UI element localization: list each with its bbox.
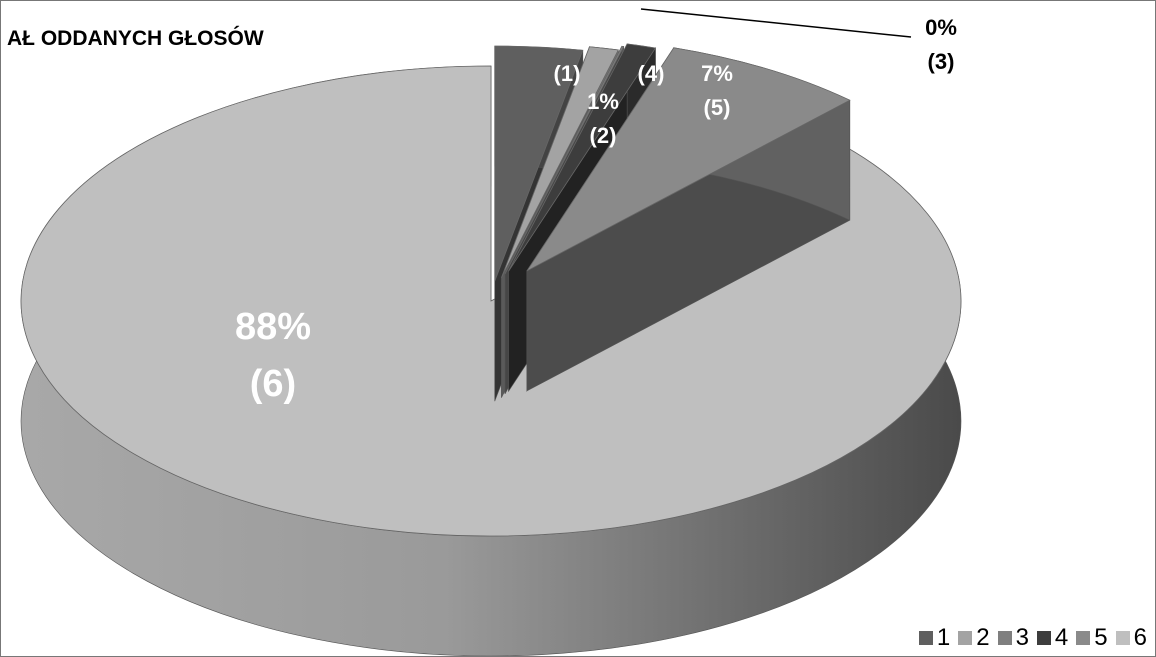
data-label-6-percent: 88% — [235, 306, 311, 348]
pie-slice-5 — [526, 46, 851, 392]
data-label-4-percent: 1% — [637, 25, 669, 50]
legend-item-3: 3 — [997, 624, 1029, 652]
legend-label-6: 6 — [1133, 624, 1147, 651]
chart-title: AŁ ODDANYCH GŁOSÓW — [7, 27, 264, 50]
leader-line-3 — [640, 8, 912, 38]
legend-label-4: 4 — [1054, 624, 1069, 651]
legend-swatch-5 — [1076, 631, 1091, 645]
legend-item-4: 4 — [1036, 624, 1069, 652]
legend-item-6: 6 — [1115, 624, 1147, 652]
data-label-2-category: (2) — [590, 123, 617, 148]
legend-swatch-3 — [997, 631, 1012, 645]
data-label-3-percent: 0% — [925, 15, 957, 40]
legend-item-2: 2 — [958, 624, 990, 652]
data-label-3-category: (3) — [928, 49, 955, 74]
data-label-5-percent: 7% — [701, 61, 733, 86]
legend-swatch-6 — [1115, 631, 1130, 645]
legend-swatch-1 — [918, 631, 933, 645]
data-label-2-percent: 1% — [587, 89, 619, 114]
legend-label-2: 2 — [976, 624, 990, 651]
legend-label-3: 3 — [1015, 624, 1029, 651]
data-label-6-category: (6) — [250, 363, 296, 405]
legend-label-5: 5 — [1094, 624, 1108, 651]
legend-swatch-2 — [958, 631, 973, 645]
data-label-4-category: (4) — [638, 61, 665, 86]
data-label-1-category: (1) — [554, 61, 581, 86]
data-label-1-percent: 3% — [548, 23, 580, 48]
data-label-5-category: (5) — [704, 95, 731, 120]
legend-swatch-4 — [1036, 631, 1051, 645]
legend-item-1: 1 — [918, 624, 951, 652]
legend-label-1: 1 — [936, 624, 951, 651]
legend-item-5: 5 — [1076, 624, 1108, 652]
